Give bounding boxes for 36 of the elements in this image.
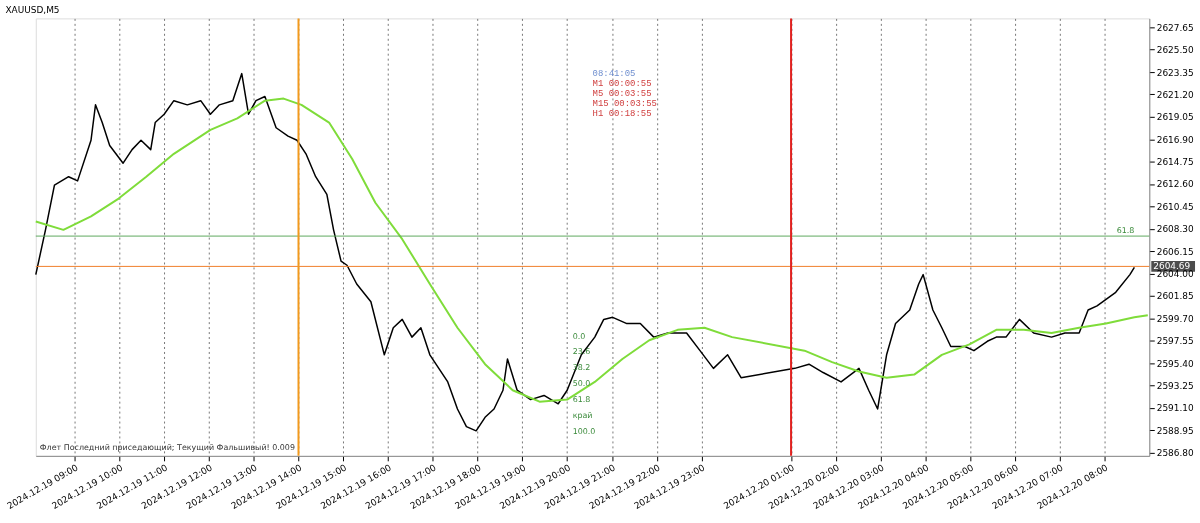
annotation: 0.0 — [572, 331, 586, 341]
annotation: Флет Последний приседающий; Текущий Фальшивый! 0.009 — [39, 442, 295, 452]
y-tick-label: 2608.30 — [1156, 224, 1195, 235]
y-tick-label: 2604.00 — [1156, 269, 1195, 280]
y-tick-label: 2588.95 — [1156, 425, 1194, 436]
annotation: 100.0 — [572, 426, 596, 436]
y-tick-label: 2586.80 — [1156, 448, 1195, 459]
annotation: 61.8 — [572, 395, 591, 405]
y-tick-label: 2593.25 — [1156, 381, 1194, 392]
ref-line-label: 2604.69 — [1153, 261, 1191, 272]
y-tick-label: 2595.40 — [1156, 358, 1195, 369]
annotation: M15 00:03:55 — [592, 98, 657, 109]
y-tick-label: 2614.75 — [1156, 157, 1194, 168]
annotation: M5 00:03:55 — [592, 88, 652, 99]
y-tick-label: 2621.20 — [1156, 89, 1195, 100]
y-tick-label: 2627.65 — [1156, 22, 1194, 33]
line-series — [35, 72, 1136, 432]
y-tick-label: 2599.70 — [1156, 313, 1195, 324]
y-tick-label: 2610.45 — [1156, 201, 1194, 212]
y-tick-label: 2612.60 — [1156, 179, 1195, 190]
annotation: 50.0 — [572, 379, 591, 389]
y-tick-label: 2625.50 — [1156, 45, 1195, 56]
y-tick-label: 2597.55 — [1156, 336, 1194, 347]
y-tick-label: 2606.15 — [1156, 246, 1194, 257]
annotation: H1 00:18:55 — [592, 108, 652, 119]
y-tick-label: 2616.90 — [1156, 134, 1195, 145]
y-tick-label: 2601.85 — [1156, 291, 1194, 302]
chart-title: XAUUSD,M5 — [5, 5, 60, 16]
y-tick-label: 2623.35 — [1156, 67, 1194, 78]
line-series — [34, 97, 1149, 403]
y-tick-label: 2591.10 — [1156, 403, 1195, 414]
y-tick-label: 2619.05 — [1156, 112, 1194, 123]
annotation: 61.8 — [1116, 226, 1135, 236]
annotation: M1 00:00:55 — [592, 79, 652, 90]
annotation: край — [572, 411, 593, 421]
annotation: 08:41:05 — [592, 69, 636, 80]
